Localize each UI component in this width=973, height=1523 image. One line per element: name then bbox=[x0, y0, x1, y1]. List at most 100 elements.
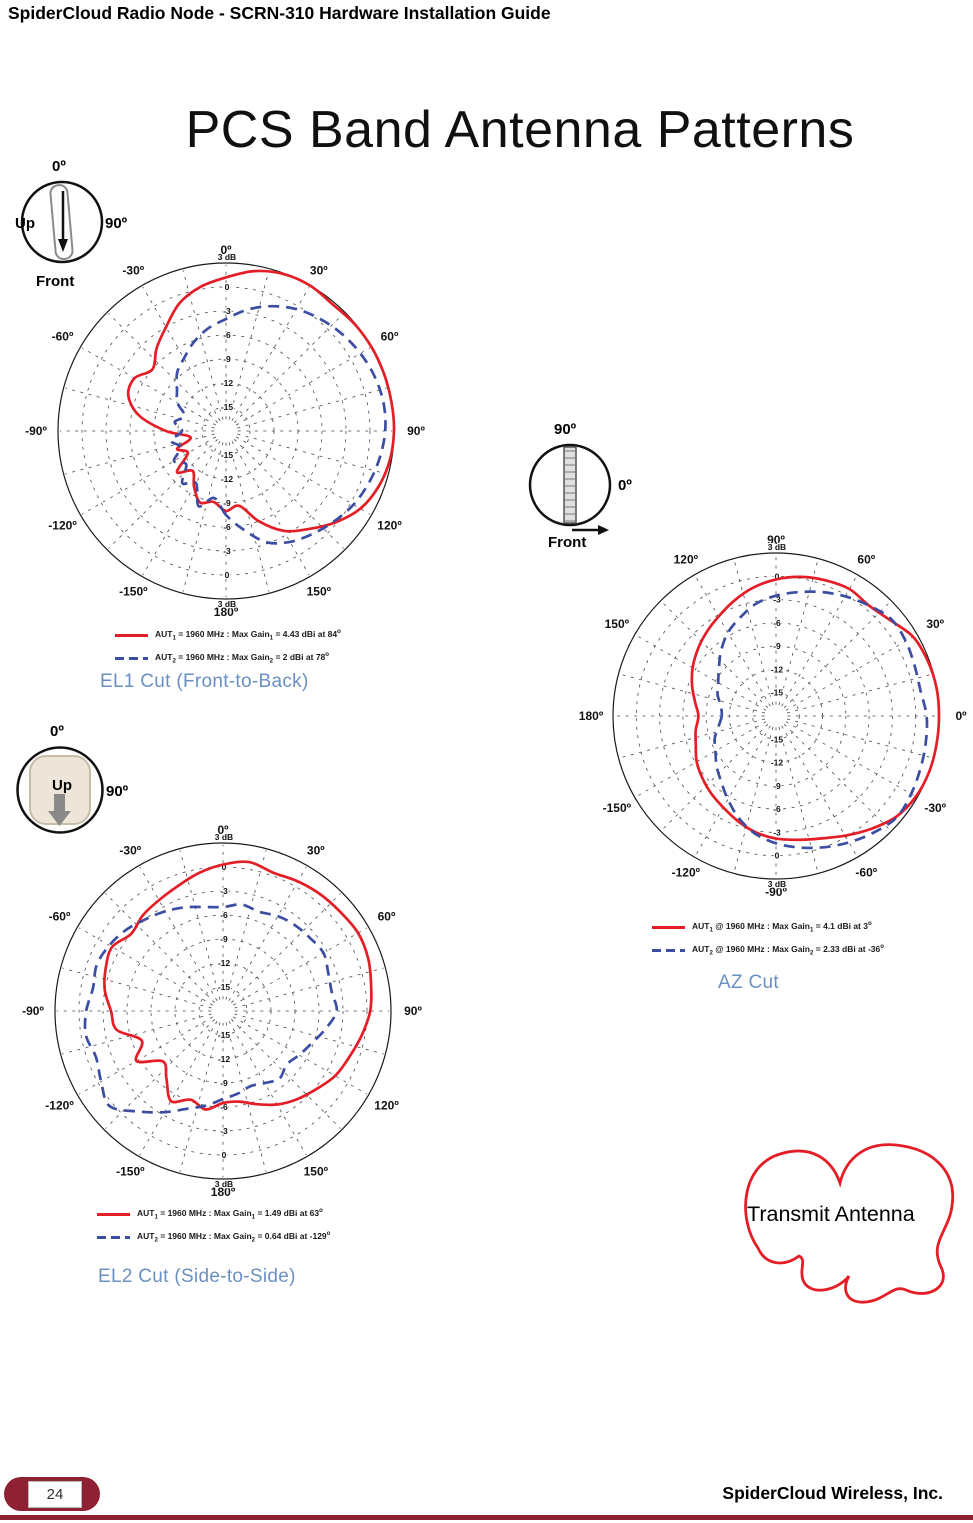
series-AUT1 bbox=[690, 575, 941, 842]
ring-label: -12 bbox=[218, 958, 231, 968]
grid-spoke bbox=[619, 718, 766, 759]
ring-label: 3 dB bbox=[218, 599, 236, 609]
grid-spoke bbox=[225, 850, 267, 1000]
legend-text: AUT1 = 1960 MHz : Max Gain1 = 1.49 dBi a… bbox=[137, 1207, 323, 1221]
grid-spoke bbox=[778, 726, 819, 873]
grid-spoke bbox=[783, 601, 891, 709]
grid-spoke bbox=[62, 967, 212, 1009]
angle-label: -150º bbox=[119, 585, 148, 599]
ring-label: -6 bbox=[773, 618, 781, 628]
ring-label: -3 bbox=[220, 886, 228, 896]
angle-label: 60º bbox=[857, 553, 875, 567]
transmit-antenna-label: Transmit Antenna bbox=[747, 1202, 915, 1226]
ring-label: 0 bbox=[222, 1150, 227, 1160]
ring-label: -15 bbox=[771, 688, 784, 698]
ring-label: -6 bbox=[223, 330, 231, 340]
el2-orient-up-label: Up bbox=[52, 777, 72, 794]
ring-label: 0 bbox=[222, 862, 227, 872]
grid-spoke bbox=[62, 1013, 212, 1055]
angle-label: 30º bbox=[310, 263, 328, 277]
angle-label: 120º bbox=[374, 1098, 399, 1112]
down-arrow-icon bbox=[58, 191, 68, 252]
grid-spoke bbox=[105, 1019, 215, 1129]
ring-label: -12 bbox=[771, 664, 784, 674]
grid-spoke bbox=[234, 313, 344, 423]
footer-rule bbox=[0, 1515, 973, 1520]
legend-line-solid bbox=[652, 925, 685, 929]
grid-spoke bbox=[228, 1020, 307, 1156]
grid-ring bbox=[81, 286, 371, 576]
grid-spoke bbox=[231, 893, 341, 1003]
angle-label: -30º bbox=[924, 801, 946, 815]
angle-label: -60º bbox=[49, 910, 71, 924]
grid-spoke bbox=[635, 721, 767, 798]
grid-ring bbox=[102, 890, 344, 1132]
legend-line-dashed bbox=[115, 656, 148, 660]
ring-label: -15 bbox=[221, 402, 234, 412]
angle-label: 60º bbox=[381, 330, 399, 344]
transmit-antenna-outline bbox=[744, 1143, 955, 1304]
legend-text: AUT1 @ 1960 MHz : Max Gain1 = 4.1 dBi at… bbox=[692, 920, 872, 934]
ring-label: -3 bbox=[223, 546, 231, 556]
ring-label: -6 bbox=[223, 522, 231, 532]
ring-label: -3 bbox=[220, 1126, 228, 1136]
grid-spoke bbox=[234, 1013, 384, 1055]
ring-label: -6 bbox=[220, 910, 228, 920]
grid-spoke bbox=[81, 347, 217, 426]
page-number: 24 bbox=[28, 1481, 82, 1508]
ring-label: -15 bbox=[218, 1030, 231, 1040]
grid-ring bbox=[78, 866, 368, 1156]
ring-label: -9 bbox=[773, 781, 781, 791]
grid-spoke bbox=[65, 433, 215, 475]
angle-label: 0º bbox=[220, 243, 232, 257]
el2-orient-top-label: 0º bbox=[50, 723, 64, 740]
ring-label: -9 bbox=[773, 641, 781, 651]
ring-label: -9 bbox=[223, 354, 231, 364]
grid-spoke bbox=[783, 723, 891, 831]
grid-spoke bbox=[234, 439, 344, 549]
grid-spoke bbox=[225, 1022, 267, 1172]
angle-label: -90º bbox=[25, 424, 47, 438]
el1-orient-up-label: Up bbox=[15, 215, 35, 232]
ring-label: -12 bbox=[221, 474, 234, 484]
grid-ring bbox=[659, 599, 893, 833]
ring-label: -9 bbox=[223, 498, 231, 508]
grid-spoke bbox=[139, 866, 218, 1002]
ring-label: -12 bbox=[218, 1054, 231, 1064]
angle-label: 150º bbox=[307, 585, 332, 599]
legend-line-dashed bbox=[97, 1235, 130, 1239]
grid-spoke bbox=[179, 850, 221, 1000]
angle-label: 90º bbox=[767, 533, 785, 547]
grid-ring bbox=[705, 645, 847, 787]
ring-label: 3 dB bbox=[218, 252, 236, 262]
angle-label: -60º bbox=[52, 330, 74, 344]
el1-legend: AUT1 = 1960 MHz : Max Gain1 = 4.43 dBi a… bbox=[115, 628, 341, 675]
angle-label: 150º bbox=[304, 1165, 329, 1179]
series-AUT2 bbox=[169, 304, 387, 545]
angle-label: -30º bbox=[119, 843, 141, 857]
grid-spoke bbox=[108, 439, 218, 549]
el2-legend: AUT1 = 1960 MHz : Max Gain1 = 1.49 dBi a… bbox=[97, 1207, 330, 1254]
grid-spoke bbox=[235, 347, 371, 426]
ring-label: -9 bbox=[220, 1078, 228, 1088]
grid-spoke bbox=[139, 1020, 218, 1156]
ring-label: 0 bbox=[775, 851, 780, 861]
grid-ring bbox=[126, 914, 320, 1108]
az-orient-front-label: Front bbox=[548, 534, 586, 551]
el2-caption: EL2 Cut (Side-to-Side) bbox=[98, 1266, 296, 1287]
grid-spoke bbox=[237, 387, 387, 429]
angle-label: -30º bbox=[122, 263, 144, 277]
radio-node-edge-icon bbox=[563, 446, 577, 524]
az-polar-chart: 90º 60º 30º 0º -30º -60º -90º -120º -150º 180º 150… bbox=[579, 533, 967, 899]
ring-label: -3 bbox=[773, 827, 781, 837]
el1-orient-front-label: Front bbox=[36, 273, 74, 290]
angle-label: -150º bbox=[116, 1165, 145, 1179]
grid-spoke bbox=[786, 718, 933, 759]
angle-label: 0º bbox=[955, 709, 967, 723]
grid-spoke bbox=[694, 575, 771, 707]
grid-spoke bbox=[81, 436, 217, 515]
legend-row: AUT1 = 1960 MHz : Max Gain1 = 4.43 dBi a… bbox=[115, 628, 341, 642]
el2-orient-right-label: 90º bbox=[106, 783, 129, 800]
el1-orientation-diagram: 0º 90º Up Front bbox=[15, 158, 128, 290]
